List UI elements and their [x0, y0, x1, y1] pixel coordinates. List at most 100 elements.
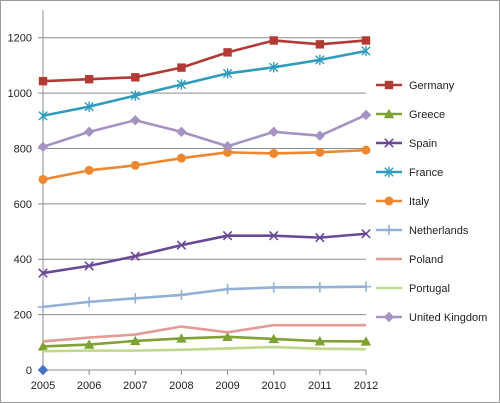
data-point-greece: [360, 336, 372, 346]
data-point-greece: [268, 333, 279, 344]
series-poland: [42, 323, 366, 343]
legend: Germany Greece Spain France Italy Netherlands…: [376, 80, 487, 324]
data-point-spain: [130, 251, 141, 261]
data-point-france: [176, 79, 187, 90]
marker-stroke: [130, 251, 141, 261]
data-point-netherlands: [268, 282, 279, 293]
series-line-netherlands: [42, 285, 367, 309]
data-point-greece: [37, 341, 49, 351]
legend-item-portugal: Portugal: [376, 283, 450, 295]
marker-stroke: [176, 240, 187, 250]
data-point-spain: [222, 230, 233, 241]
x-tick-label: 2010: [261, 380, 285, 392]
data-point-spain: [268, 230, 279, 241]
series-line-italy: [42, 148, 367, 181]
legend-swatch-marker: [384, 166, 394, 178]
series-line-greece: [42, 335, 367, 348]
data-point-greece: [83, 339, 95, 349]
series-line-france: [42, 49, 367, 118]
data-point-spain: [84, 261, 94, 271]
legend-swatch-marker: [384, 196, 394, 206]
data-point-greece: [314, 336, 326, 346]
data-point-france: [84, 101, 94, 112]
series-line-germany: [42, 39, 367, 83]
legend-label: Poland: [409, 254, 443, 266]
y-tick-label: 1200: [8, 33, 32, 45]
series-spain: [38, 228, 371, 278]
y-tick-label: 800: [14, 143, 32, 155]
data-point-france: [361, 45, 371, 57]
marker-stroke: [361, 228, 371, 239]
legend-item-germany: Germany: [376, 80, 455, 92]
data-point-spain: [38, 268, 48, 278]
data-point-france: [315, 54, 325, 66]
series-line-poland: [42, 323, 366, 343]
marker-stroke: [268, 230, 279, 241]
data-point-france: [222, 68, 233, 79]
legend-item-france: France: [376, 166, 443, 179]
legend-label: Italy: [409, 196, 430, 208]
data-point-italy: [361, 145, 371, 155]
data-point-italy: [176, 153, 186, 163]
x-tick-label: 2009: [215, 380, 239, 392]
legend-swatch-marker: [384, 138, 394, 148]
legend-label: United Kingdom: [409, 312, 487, 324]
legend-swatch-marker: [384, 80, 394, 90]
legend-item-netherlands: Netherlands: [376, 224, 469, 237]
marker-stroke: [38, 268, 48, 278]
x-tick-label: 2006: [77, 380, 101, 392]
data-point-united-kingdom: [268, 126, 279, 138]
data-point-greece: [130, 335, 141, 346]
data-point-italy: [269, 148, 279, 158]
legend-item-spain: Spain: [376, 138, 437, 150]
data-point-germany: [315, 40, 325, 49]
data-point-italy: [130, 160, 140, 170]
data-point-italy: [315, 147, 325, 157]
data-point-germany: [177, 63, 186, 72]
legend-label: Netherlands: [409, 225, 469, 237]
legend-item-united-kingdom: United Kingdom: [376, 311, 487, 324]
data-point-united-kingdom: [176, 126, 187, 138]
series-line-portugal: [42, 345, 367, 353]
series-line-spain: [42, 232, 367, 275]
data-point-germany: [38, 76, 48, 86]
grid: [43, 37, 366, 316]
y-tick-label: 400: [14, 254, 32, 266]
y-tick-label: 600: [14, 199, 32, 211]
y-tick-label: 0: [26, 365, 32, 377]
data-point-united-kingdom: [130, 115, 141, 126]
data-point-italy: [38, 174, 48, 184]
marker-stroke: [315, 232, 325, 243]
data-point-spain: [361, 228, 371, 239]
y-tick-label: 1000: [8, 88, 32, 100]
legend-item-poland: Poland: [376, 254, 443, 266]
legend-swatch-marker: [383, 311, 395, 323]
legend-swatch-marker: [383, 108, 395, 119]
x-tick-label: 2012: [354, 380, 378, 392]
data-point-france: [269, 62, 279, 73]
marker-stroke: [84, 261, 94, 271]
legend-label: France: [409, 167, 443, 179]
data-point-germany: [131, 73, 140, 82]
data-point-spain: [176, 240, 187, 250]
legend-item-italy: Italy: [376, 196, 430, 208]
legend-item-greece: Greece: [376, 108, 445, 121]
data-point-italy: [223, 147, 233, 157]
origin-marker: [37, 364, 49, 376]
data-point-germany: [361, 36, 371, 45]
marker-stroke: [384, 138, 394, 148]
data-point-germany: [223, 48, 232, 57]
data-point-netherlands: [130, 293, 141, 304]
legend-swatch-marker: [383, 224, 395, 236]
series-line-united-kingdom: [42, 113, 367, 149]
data-point-netherlands: [222, 283, 233, 295]
series-layer: [37, 36, 372, 376]
data-point-netherlands: [176, 289, 187, 301]
data-point-spain: [315, 232, 325, 243]
data-point-france: [130, 90, 140, 101]
series-italy: [38, 145, 371, 184]
data-point-germany: [269, 36, 278, 45]
legend-label: Spain: [409, 138, 437, 150]
